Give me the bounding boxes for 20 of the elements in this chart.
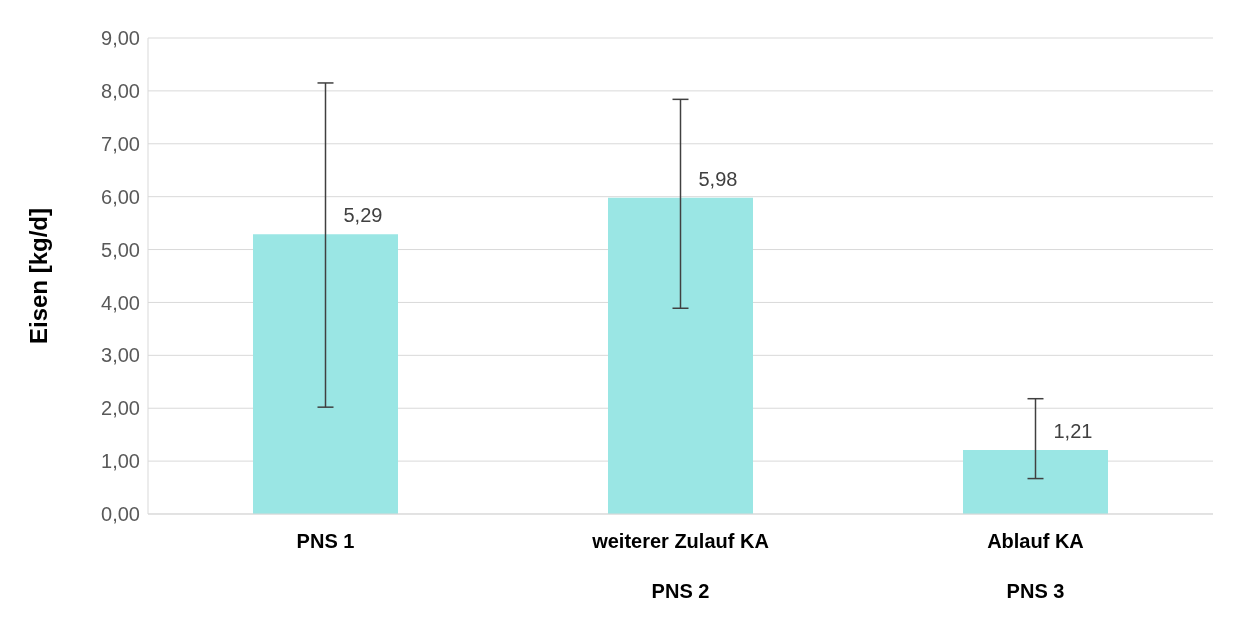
bar	[608, 197, 753, 514]
bar	[963, 450, 1108, 514]
y-tick-label: 6,00	[101, 185, 140, 208]
y-tick-label: 3,00	[101, 344, 140, 367]
data-label: 1,21	[1053, 420, 1093, 442]
category-label: Ablauf KA PNS 3	[987, 530, 1084, 602]
y-tick-label: 5,00	[101, 238, 140, 261]
data-label: 5,98	[698, 167, 738, 190]
y-axis-title: Eisen [kg/d]	[24, 207, 52, 345]
y-tick-label: 2,00	[101, 397, 140, 420]
category-label: weiterer Zulauf KA PNS 2	[592, 530, 769, 602]
y-tick-label: 8,00	[101, 79, 140, 102]
y-tick-label: 7,00	[101, 132, 140, 155]
y-tick-label: 4,00	[101, 291, 140, 314]
bar	[253, 234, 398, 514]
data-label: 5,29	[343, 204, 383, 227]
y-tick-label: 0,00	[101, 503, 140, 526]
y-tick-label: 9,00	[101, 27, 140, 50]
x-tick-label: PNS 1	[296, 530, 355, 552]
y-tick-label: 1,00	[101, 450, 140, 473]
